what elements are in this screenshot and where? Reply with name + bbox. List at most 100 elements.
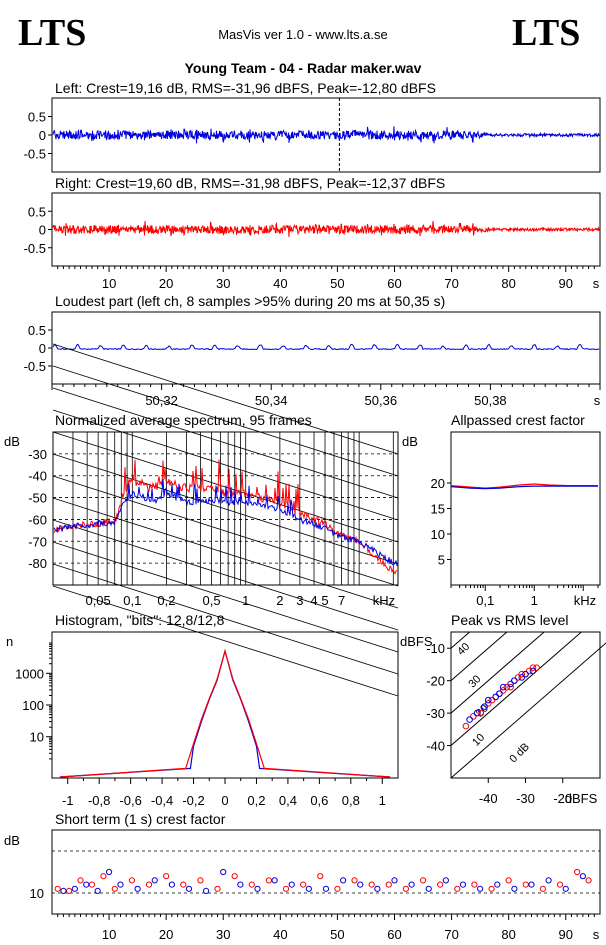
peak-vs-rms-point-blue bbox=[484, 696, 492, 704]
short-term-crest-point-red bbox=[488, 885, 495, 892]
peak-vs-rms-ytick-label: -30 bbox=[426, 706, 445, 721]
histogram-ytick-label: 10 bbox=[30, 730, 44, 745]
peak-vs-rms-point-red bbox=[518, 670, 526, 678]
avg-spectrum-slope-line bbox=[52, 343, 399, 455]
short-term-crest-xtick-label: 60 bbox=[387, 927, 401, 942]
allpassed-crest-ytick-label: 10 bbox=[431, 527, 445, 542]
peak-vs-rms-point-blue bbox=[466, 716, 473, 723]
loudest-part-frame bbox=[51, 311, 601, 385]
short-term-crest-xtick-label: 80 bbox=[501, 927, 515, 942]
right-waveform-xtick-label: 40 bbox=[273, 276, 287, 291]
right-waveform-xtick-label: 70 bbox=[444, 276, 458, 291]
loudest-part-xtick-label: 50,36 bbox=[365, 393, 398, 408]
peak-vs-rms-point-blue bbox=[529, 667, 537, 675]
histogram-xtick-label: 1 bbox=[379, 793, 386, 808]
avg-spectrum-series-red bbox=[53, 459, 398, 575]
short-term-crest-point-red bbox=[128, 877, 136, 884]
short-term-crest-point-red bbox=[163, 873, 170, 880]
right-waveform-ytick-label: -0.5 bbox=[24, 241, 46, 256]
right-waveform-xunit: s bbox=[593, 276, 600, 291]
short-term-crest-xtick-label: 30 bbox=[216, 927, 230, 942]
histogram-xtick-label: -0,8 bbox=[88, 793, 110, 808]
histogram-xtick-label: -0,4 bbox=[151, 793, 173, 808]
track-title: Young Team - 04 - Radar maker.wav bbox=[184, 60, 422, 76]
allpassed-crest-ytick-label: 15 bbox=[431, 502, 445, 517]
left-waveform-ytick-label: -0.5 bbox=[24, 147, 46, 162]
short-term-crest-point-red bbox=[88, 881, 96, 888]
short-term-crest-ytick-label: 10 bbox=[30, 886, 44, 901]
short-term-crest-point-blue bbox=[442, 877, 449, 884]
short-term-crest-point-red bbox=[197, 877, 204, 884]
histogram-xtick-label: 0,2 bbox=[247, 793, 265, 808]
histogram-xtick-label: -0,2 bbox=[182, 793, 204, 808]
peak-vs-rms-point-red bbox=[488, 696, 496, 704]
avg-spectrum-slope-line bbox=[52, 387, 399, 499]
short-term-crest-xunit: s bbox=[593, 927, 600, 942]
short-term-crest-point-blue bbox=[305, 885, 312, 892]
short-term-crest-point-blue bbox=[254, 885, 261, 892]
short-term-crest-point-blue bbox=[71, 885, 78, 892]
peak-vs-rms-point-red bbox=[533, 664, 540, 671]
short-term-crest-point-blue bbox=[391, 877, 398, 884]
short-term-crest-xtick-label: 90 bbox=[559, 927, 573, 942]
allpassed-crest-ylabel: dB bbox=[402, 434, 418, 449]
right-waveform-series bbox=[52, 220, 600, 238]
avg-spectrum-frame bbox=[52, 431, 399, 586]
allpassed-crest-series-blue bbox=[450, 485, 598, 490]
short-term-crest-point-red bbox=[111, 885, 118, 892]
loudest-part-label: Loudest part (left ch, 8 samples >95% du… bbox=[55, 293, 446, 309]
short-term-crest-xtick-label: 20 bbox=[159, 927, 173, 942]
right-waveform-ytick-label: 0 bbox=[39, 223, 46, 238]
avg-spectrum-xtick-label: 5 bbox=[321, 593, 328, 608]
peak-vs-rms-point-blue bbox=[499, 683, 507, 691]
avg-spectrum-ytick-label: -40 bbox=[28, 469, 47, 484]
histogram-series-red bbox=[59, 648, 391, 778]
peak-vs-rms-ylabel: dBFS bbox=[400, 634, 433, 649]
short-term-crest-xtick-label: 70 bbox=[444, 927, 458, 942]
histogram-xtick-label: 0,6 bbox=[310, 793, 328, 808]
short-term-crest-point-blue bbox=[168, 881, 175, 888]
logo-right: LTS bbox=[512, 12, 581, 54]
short-term-crest-point-blue bbox=[374, 885, 381, 892]
avg-spectrum-xunit: kHz bbox=[373, 593, 395, 608]
avg-spectrum-xtick-label: 3 bbox=[296, 593, 303, 608]
allpassed-crest-series-red bbox=[450, 483, 598, 489]
histogram-ylabel: n bbox=[6, 634, 13, 649]
short-term-crest-point-blue bbox=[185, 885, 193, 892]
peak-vs-rms-point-blue bbox=[522, 670, 529, 678]
short-term-crest-point-blue bbox=[203, 887, 210, 895]
short-term-crest-point-blue bbox=[511, 885, 518, 892]
version-text: MasVis ver 1.0 - www.lts.a.se bbox=[218, 27, 388, 42]
short-term-crest-xtick-label: 40 bbox=[273, 927, 287, 942]
avg-spectrum-slope-line bbox=[52, 453, 399, 565]
peak-vs-rms-xtick-label: -30 bbox=[516, 791, 535, 806]
avg-spectrum-ytick-label: -50 bbox=[28, 491, 47, 506]
right-waveform-xtick-label: 80 bbox=[501, 276, 515, 291]
short-term-crest-point-blue bbox=[271, 877, 278, 884]
short-term-crest-point-blue bbox=[151, 877, 158, 884]
peak-vs-rms-point-red bbox=[503, 683, 511, 691]
peak-vs-rms-point-blue bbox=[481, 703, 488, 710]
logo-left: LTS bbox=[18, 12, 87, 54]
peak-vs-rms-point-red bbox=[462, 722, 470, 730]
peak-vs-rms-crest-label: 0 dB bbox=[507, 741, 531, 765]
peak-vs-rms-point-red bbox=[477, 709, 485, 717]
peak-vs-rms-point-blue bbox=[473, 709, 481, 717]
allpassed-crest-ytick-label: 20 bbox=[431, 476, 445, 491]
right-waveform-xtick-label: 60 bbox=[387, 276, 401, 291]
short-term-crest-point-blue bbox=[340, 877, 347, 884]
avg-spectrum-ylabel: dB bbox=[4, 434, 20, 449]
short-term-crest-point-red bbox=[231, 873, 238, 880]
avg-spectrum-slope-line bbox=[52, 563, 399, 675]
peak-vs-rms-point-blue bbox=[511, 677, 518, 684]
short-term-crest-xtick-label: 10 bbox=[102, 927, 116, 942]
short-term-crest-point-blue bbox=[408, 881, 415, 888]
peak-vs-rms-point-blue bbox=[507, 680, 514, 688]
peak-vs-rms-point-red bbox=[514, 674, 522, 681]
right-waveform-xtick-label: 90 bbox=[559, 276, 573, 291]
avg-spectrum-xtick-label: 4 bbox=[310, 593, 317, 608]
peak-vs-rms-xlabel: dBFS bbox=[565, 791, 598, 806]
avg-spectrum-xtick-label: 0,5 bbox=[203, 593, 221, 608]
peak-vs-rms-crest-line bbox=[450, 631, 545, 714]
